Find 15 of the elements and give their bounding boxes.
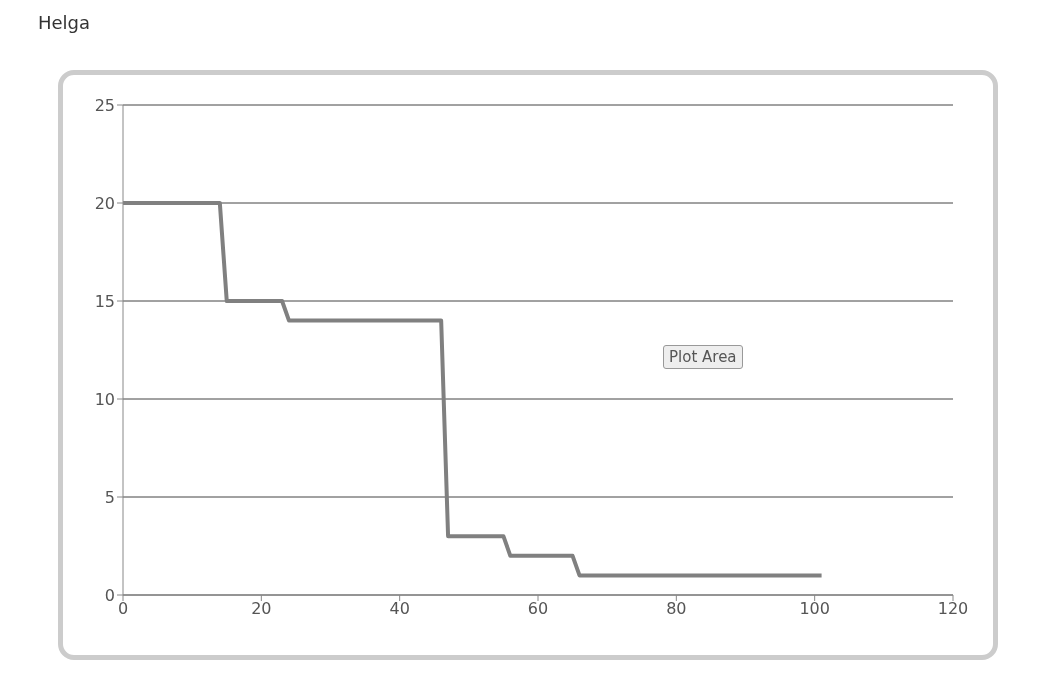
x-tick-label: 0 <box>117 599 129 619</box>
annotation: Plot Area <box>663 345 743 369</box>
x-tick-label: 20 <box>251 599 272 619</box>
x-tick-label: 100 <box>799 599 830 619</box>
x-tick-label: 60 <box>527 599 549 619</box>
x-tick-label: 120 <box>937 599 969 619</box>
x-tick-label: 80 <box>666 599 687 619</box>
y-tick-label: 5 <box>104 487 115 507</box>
y-tick-label: 0 <box>104 585 115 605</box>
y-tick-label: 25 <box>94 95 115 115</box>
x-tick-label: 40 <box>389 599 410 619</box>
y-tick-label: 15 <box>94 291 115 311</box>
chart-title: Helga <box>38 12 91 33</box>
y-tick-label: 10 <box>94 389 115 409</box>
y-tick-label: 20 <box>94 193 115 213</box>
